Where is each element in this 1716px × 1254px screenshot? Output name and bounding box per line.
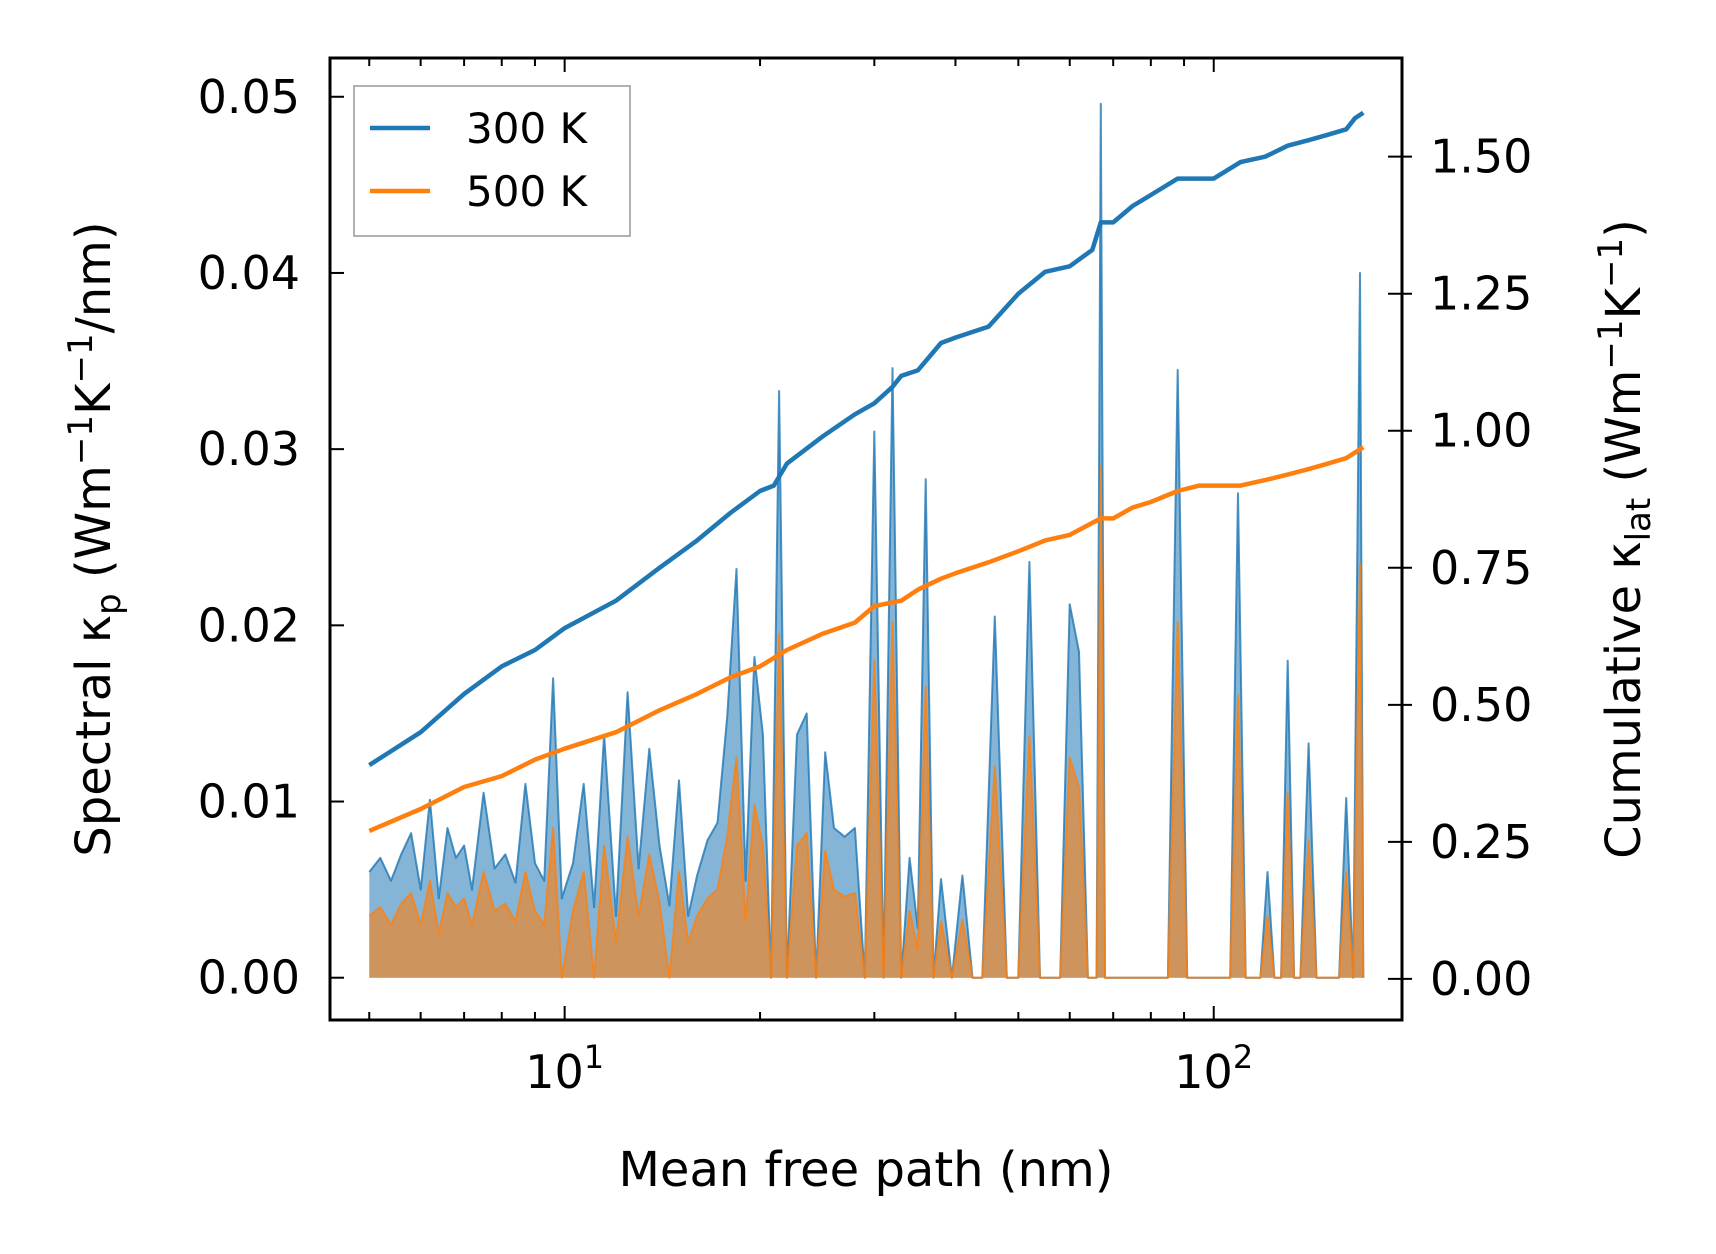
y2-tick-label: 0.00 [1430,952,1532,1006]
cumulative-line-500k [368,445,1365,833]
y-axis-title: Spectral κp (Wm−1K−1/nm) [61,221,129,856]
spectral-line-300k [368,102,1365,979]
y-tick-label: 0.03 [198,422,300,476]
legend-label-300k: 300 K [466,104,589,153]
y2-tick-label: 0.25 [1430,815,1532,869]
y2-tick-label: 1.25 [1430,267,1532,321]
y-tick-label: 0.00 [198,951,300,1005]
y2-tick-label: 0.50 [1430,678,1532,732]
spectral-line-500k [368,465,1365,979]
cumulative-line-300k [368,110,1365,767]
y2-tick-label: 1.50 [1430,130,1532,184]
legend-box [353,85,631,237]
spectral-area-500k [369,466,1364,978]
plot-frame [328,56,1404,1022]
x-axis-title: Mean free path (nm) [619,1142,1114,1198]
spectral-area-300k [369,103,1364,978]
y2-axis-title: Cumulative κlat (Wm−1K−1) [1591,219,1659,859]
y-tick-label: 0.02 [198,598,300,652]
y-tick-label: 0.05 [198,70,300,124]
x-tick-label: 102 [1174,1038,1253,1099]
cumulative-layer [368,110,1365,833]
legend: 300 K 500 K [353,85,631,237]
x-tick-label: 101 [525,1038,604,1099]
y-tick-label: 0.01 [198,775,300,829]
y2-tick-label: 1.00 [1430,404,1532,458]
y2-tick-label: 0.75 [1430,541,1532,595]
y-axis-right: 0.00 0.25 0.50 0.75 1.00 1.25 1.50 [1388,130,1532,1006]
spectral-layer [368,102,1365,979]
y-axis-left: 0.00 0.01 0.02 0.03 0.04 0.05 [198,70,344,1005]
x-axis: 101 102 [368,58,1253,1099]
y-tick-label: 0.04 [198,246,300,300]
legend-label-500k: 500 K [466,167,589,216]
